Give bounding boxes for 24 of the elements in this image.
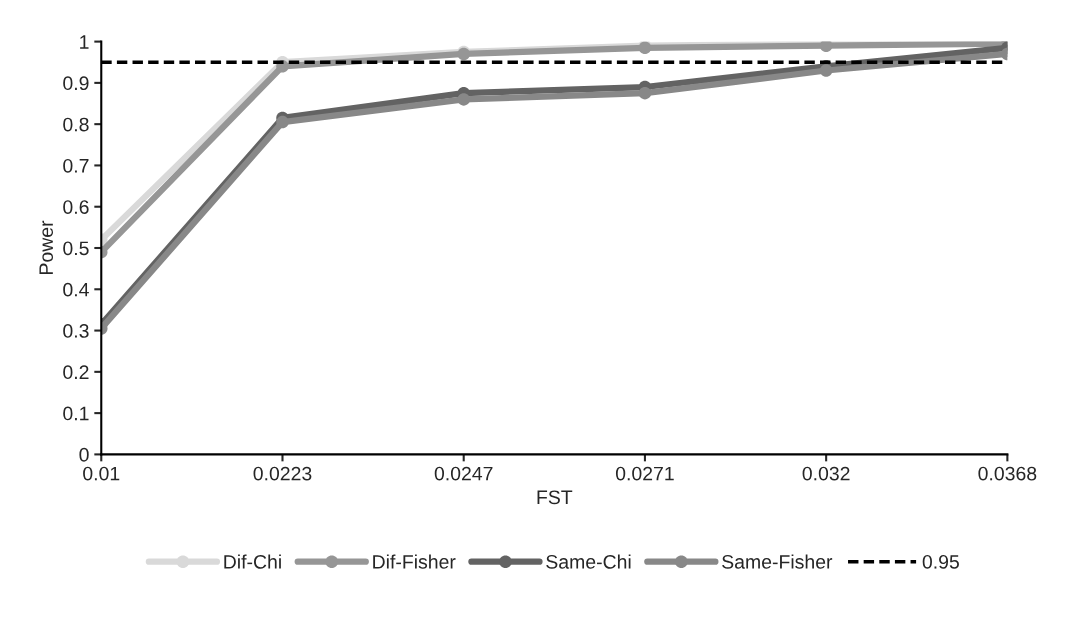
y-tick-label: 0.2 [63, 365, 89, 380]
y-tick-label: 1 [80, 35, 89, 49]
legend-label: Dif-Fisher [373, 554, 456, 569]
legend-label: 0.95 [922, 554, 959, 569]
legend-label: Same-Chi [546, 554, 631, 569]
y-tick-label: 0.8 [63, 117, 89, 132]
y-tick-label: 0.3 [63, 324, 89, 338]
y-tick-label: 0.5 [63, 241, 89, 256]
y-axis-title: Power [39, 220, 54, 274]
y-tick-label: 0.7 [63, 158, 89, 173]
x-tick-label: 0.0271 [615, 466, 674, 481]
y-tick-label: 0.1 [63, 406, 89, 421]
legend-label: Same-Fisher [722, 554, 833, 569]
legend-label: Dif-Chi [224, 554, 281, 569]
x-tick-label: 0.0247 [434, 466, 493, 481]
x-tick-label: 0.0223 [253, 466, 312, 481]
y-tick-label: 0.4 [63, 282, 89, 297]
x-tick-label: 0.0368 [978, 466, 1037, 481]
x-tick-label: 0.032 [802, 466, 850, 481]
x-axis-title: FST [537, 490, 573, 505]
x-tick-label: 0.01 [83, 466, 120, 481]
y-tick-label: 0 [79, 447, 89, 462]
y-tick-label: 0.6 [63, 200, 89, 214]
y-tick-label: 0.9 [63, 76, 89, 91]
